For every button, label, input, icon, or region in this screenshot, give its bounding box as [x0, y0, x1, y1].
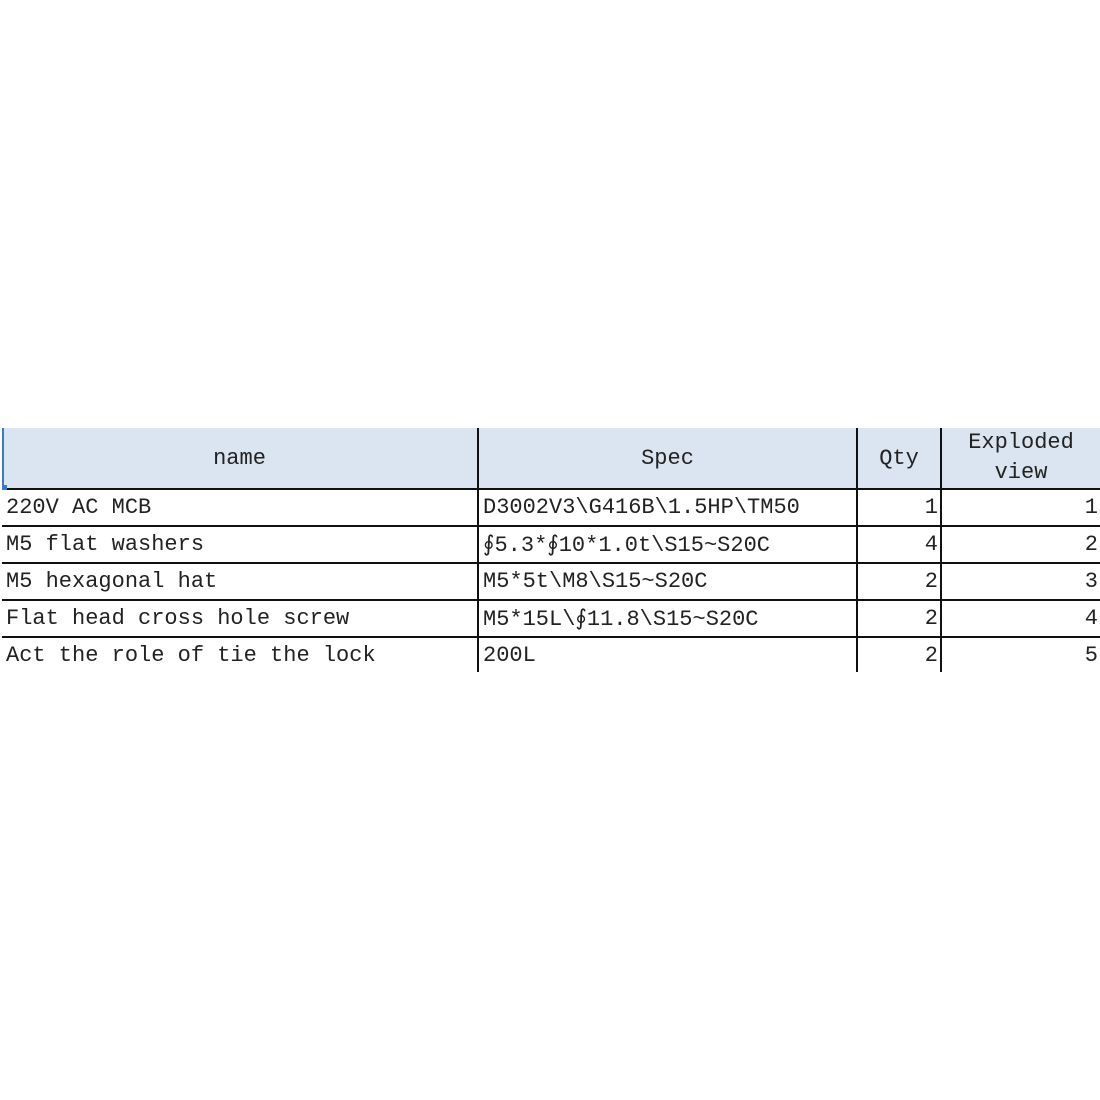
row-divider [2, 562, 1100, 564]
cell-spec[interactable]: 200L [483, 643, 536, 668]
cell-qty[interactable]: 2 [924, 606, 938, 631]
cell-qty[interactable]: 1 [924, 495, 938, 520]
row-divider [2, 599, 1100, 601]
header-qty[interactable]: Qty [879, 445, 919, 471]
cell-exploded[interactable]: 2 [1084, 532, 1098, 557]
header-exploded-view[interactable]: Exploded view [942, 428, 1100, 488]
column-divider [477, 428, 479, 672]
row-divider [2, 636, 1100, 638]
header-name[interactable]: name [213, 445, 266, 471]
cell-qty[interactable]: 4 [924, 532, 938, 557]
cell-name[interactable]: Act the role of tie the lock [6, 643, 376, 668]
cell-exploded[interactable]: 4 [1084, 606, 1098, 631]
cell-spec[interactable]: M5*15L\∮11.8\S15~S20C [483, 606, 759, 632]
cell-name[interactable]: 220V AC MCB [6, 495, 152, 520]
header-exploded-line1: Exploded [968, 430, 1074, 455]
cell-qty[interactable]: 2 [924, 643, 938, 668]
cell-qty[interactable]: 2 [924, 569, 938, 594]
cell-exploded[interactable]: 5 [1084, 643, 1098, 668]
row-divider [2, 525, 1100, 527]
column-divider [940, 428, 942, 672]
parts-table: name Spec Qty Exploded view 220V AC MCB D… [2, 428, 1100, 672]
cell-name[interactable]: Flat head cross hole screw [6, 606, 350, 631]
cell-selection-indicator [2, 428, 4, 490]
cell-spec[interactable]: D3002V3\G416B\1.5HP\TM50 [483, 495, 800, 520]
cell-exploded[interactable]: 1 [1084, 495, 1098, 520]
column-divider [856, 428, 858, 672]
cell-name[interactable]: M5 hexagonal hat [6, 569, 218, 594]
header-spec[interactable]: Spec [641, 445, 694, 471]
header-exploded-line2: view [994, 460, 1048, 485]
selection-handle[interactable] [2, 485, 7, 490]
header-row [2, 428, 1100, 490]
cell-spec[interactable]: M5*5t\M8\S15~S20C [483, 569, 708, 594]
cell-exploded[interactable]: 3 [1084, 569, 1098, 594]
cell-name[interactable]: M5 flat washers [6, 532, 205, 557]
cell-spec[interactable]: ∮5.3*∮10*1.0t\S15~S20C [483, 532, 770, 558]
